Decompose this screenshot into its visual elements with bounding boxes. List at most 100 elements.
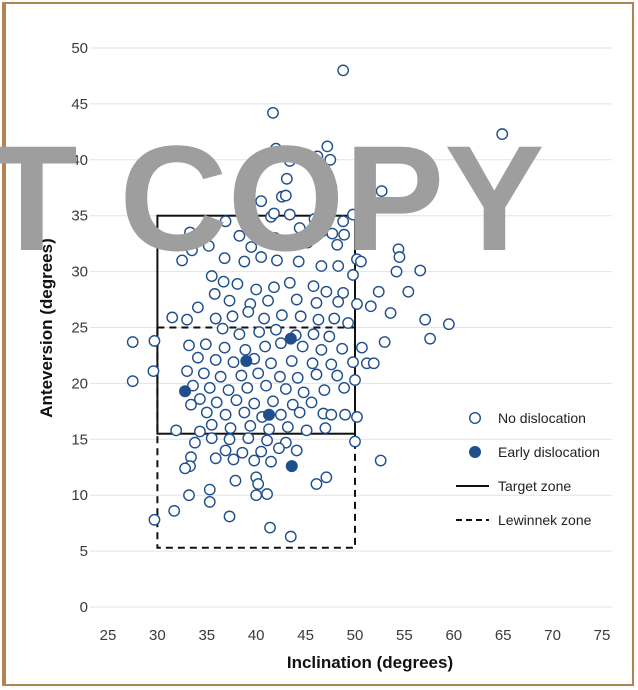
no-dislocation-point	[224, 422, 237, 435]
no-dislocation-point	[270, 323, 282, 336]
no-dislocation-point	[219, 215, 232, 228]
no-dislocation-point	[296, 340, 309, 353]
no-dislocation-point	[203, 496, 216, 508]
no-dislocation-point	[214, 370, 227, 383]
no-dislocation-point	[265, 455, 277, 468]
no-dislocation-point	[322, 191, 335, 204]
no-dislocation-point	[193, 393, 206, 405]
no-dislocation-point	[332, 295, 345, 308]
no-dislocation-point	[293, 222, 306, 234]
x-tick-label: 75	[594, 627, 611, 644]
no-dislocation-point	[293, 406, 306, 419]
no-dislocation-point	[369, 200, 382, 213]
no-dislocation-point	[300, 424, 313, 437]
no-dislocation-point	[236, 446, 249, 459]
no-dislocation-point	[203, 381, 216, 394]
no-dislocation-point	[229, 474, 242, 487]
no-dislocation-point	[209, 312, 222, 325]
x-tick-label: 55	[396, 627, 413, 644]
no-dislocation-point	[267, 395, 279, 408]
no-dislocation-point	[244, 210, 257, 223]
no-dislocation-point	[283, 155, 296, 167]
no-dislocation-point	[253, 326, 266, 338]
x-tick-labels: 25 30 35 40 45 50 55 60 65 70 75	[100, 627, 611, 644]
no-dislocation-point	[310, 297, 323, 309]
no-dislocation-point	[364, 300, 377, 313]
no-dislocation-point	[268, 281, 280, 294]
no-dislocation-point	[205, 418, 218, 431]
no-dislocation-point	[250, 489, 263, 502]
no-dislocation-point	[210, 396, 223, 409]
no-dislocation-point	[325, 180, 338, 193]
no-dislocation-point	[209, 452, 222, 465]
no-dislocation-point	[310, 368, 323, 381]
no-dislocation-point	[301, 236, 314, 249]
no-dislocation-point	[326, 227, 339, 240]
no-dislocation-point	[305, 396, 318, 409]
no-dislocation-point	[270, 142, 282, 155]
no-dislocation-point	[307, 224, 320, 237]
no-dislocation-point	[274, 408, 287, 421]
no-dislocation-point	[275, 309, 288, 322]
no-dislocation-point	[259, 340, 271, 353]
no-dislocation-point	[320, 285, 333, 298]
no-dislocation-point	[192, 351, 204, 364]
no-dislocation-point	[349, 374, 361, 386]
no-dislocation-point	[248, 454, 261, 467]
x-tick-label: 35	[198, 627, 215, 644]
no-dislocation-point	[233, 328, 246, 341]
legend-no-dislocation-marker	[469, 412, 482, 425]
no-dislocation-point	[227, 356, 240, 369]
no-dislocation-point	[181, 365, 193, 378]
x-tick-label: 25	[100, 627, 117, 644]
no-dislocation-point	[223, 433, 236, 446]
no-dislocation-point	[336, 342, 349, 355]
no-dislocation-point	[226, 310, 239, 323]
no-dislocation-point	[323, 330, 336, 343]
no-dislocation-point	[315, 343, 328, 356]
no-dislocation-point	[320, 471, 333, 484]
no-dislocation-point	[349, 435, 361, 448]
no-dislocation-point	[250, 283, 263, 296]
no-dislocation-point	[294, 310, 307, 323]
no-dislocation-point	[216, 322, 229, 335]
y-tick-label: 30	[71, 264, 88, 281]
no-dislocation-point	[331, 369, 344, 382]
no-dislocation-point	[258, 312, 271, 325]
no-dislocation-point	[269, 232, 281, 244]
no-dislocation-point	[384, 307, 397, 319]
no-dislocation-point	[262, 294, 274, 307]
no-dislocation-point	[255, 445, 268, 458]
no-dislocation-point	[332, 260, 345, 272]
no-dislocation-point	[217, 275, 230, 288]
no-dislocation-point	[265, 357, 277, 370]
no-dislocation-point	[205, 432, 218, 445]
no-dislocation-point	[342, 317, 354, 329]
no-dislocation-point	[203, 483, 216, 496]
no-dislocation-point	[199, 338, 212, 351]
y-tick-label: 40	[71, 152, 88, 169]
x-tick-label: 30	[149, 627, 166, 644]
no-dislocation-point	[324, 153, 337, 166]
y-tick-label: 5	[80, 543, 88, 560]
no-dislocation-point	[176, 254, 189, 267]
no-dislocation-point	[192, 301, 204, 314]
no-dislocation-point	[414, 264, 427, 277]
no-dislocation-point	[147, 365, 160, 378]
no-dislocation-point	[189, 436, 201, 449]
no-dislocation-point	[230, 394, 243, 407]
no-dislocation-point	[260, 379, 272, 392]
no-dislocation-point	[186, 244, 198, 257]
x-tick-label: 45	[297, 627, 314, 644]
no-dislocation-point	[375, 185, 388, 198]
no-dislocation-point	[280, 172, 293, 185]
no-dislocation-point	[252, 478, 265, 490]
no-dislocation-point	[347, 356, 359, 369]
no-dislocation-point	[126, 375, 139, 388]
legend-label: No dislocation	[498, 410, 586, 426]
y-tick-labels: 0 5 10 15 20 25 30 35 40 45 50	[71, 40, 88, 616]
x-axis-title: Inclination (degrees)	[287, 653, 453, 672]
no-dislocation-point	[290, 444, 303, 457]
x-tick-label: 60	[445, 627, 462, 644]
